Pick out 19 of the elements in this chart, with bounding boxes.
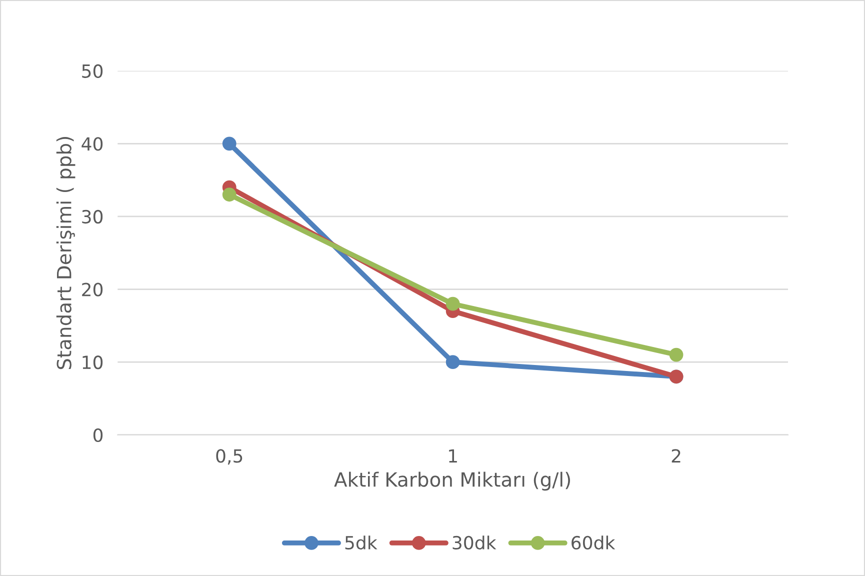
y-tick-label: 0 xyxy=(93,428,103,442)
point xyxy=(669,348,684,362)
point xyxy=(222,188,236,202)
point xyxy=(446,355,460,370)
x-tick-label: 0,5 xyxy=(216,449,242,465)
legend-label: 5dk xyxy=(345,536,378,550)
x-tick-label: 2 xyxy=(672,449,680,462)
y-tick-label: 10 xyxy=(82,356,103,370)
point xyxy=(446,296,460,311)
x-axis-title: Aktif Karbon Miktarı (g/l) xyxy=(334,472,570,491)
point xyxy=(222,136,236,151)
y-tick-label: 30 xyxy=(82,210,103,224)
legend-label: 60dk xyxy=(572,536,616,550)
y-tick-label: 50 xyxy=(82,64,103,78)
y-axis-title: Standart Derişimi ( ppb) xyxy=(56,137,76,370)
x-tick-label: 1 xyxy=(449,449,457,462)
y-tick-label: 20 xyxy=(82,282,103,296)
legend-label: 30dk xyxy=(452,536,496,550)
y-tick-label: 40 xyxy=(82,137,103,151)
